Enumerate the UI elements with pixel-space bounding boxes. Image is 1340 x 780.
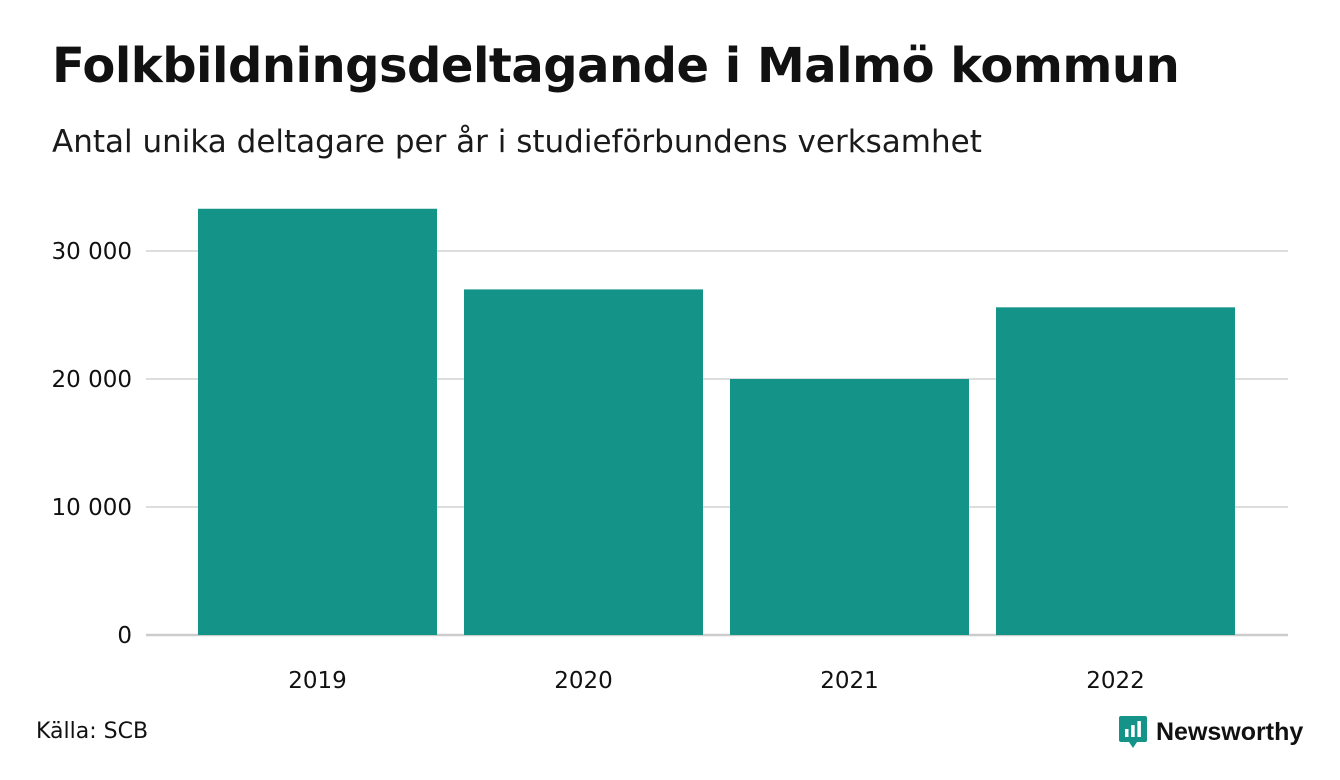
y-tick-label: 30 000 — [52, 239, 132, 265]
y-axis-ticks: 0 10 000 20 000 30 000 — [52, 239, 132, 649]
brand-logo: Newsworthy — [1118, 712, 1303, 752]
chart-title: Folkbildningsdeltagande i Malmö kommun — [52, 38, 1180, 94]
x-tick-label: 2019 — [288, 668, 347, 694]
bar-2022 — [996, 307, 1235, 635]
x-tick-label: 2021 — [820, 668, 879, 694]
y-tick-label: 0 — [117, 623, 132, 649]
x-tick-label: 2020 — [554, 668, 613, 694]
brand-name: Newsworthy — [1156, 717, 1304, 746]
y-tick-label: 20 000 — [52, 367, 132, 393]
y-tick-label: 10 000 — [52, 495, 132, 521]
x-tick-label: 2022 — [1086, 668, 1145, 694]
bar-chart: 0 10 000 20 000 30 000 2019 2020 2021 2022 — [52, 208, 1288, 694]
bar-2020 — [464, 289, 703, 635]
source-note: Källa: SCB — [36, 719, 149, 744]
bar-2019 — [198, 208, 437, 635]
x-axis-ticks: 2019 2020 2021 2022 — [288, 668, 1145, 694]
bars — [198, 208, 1235, 635]
chart-subtitle: Antal unika deltagare per år i studieför… — [52, 124, 982, 160]
newsworthy-logo-icon — [1119, 716, 1147, 748]
bar-2021 — [730, 379, 969, 635]
